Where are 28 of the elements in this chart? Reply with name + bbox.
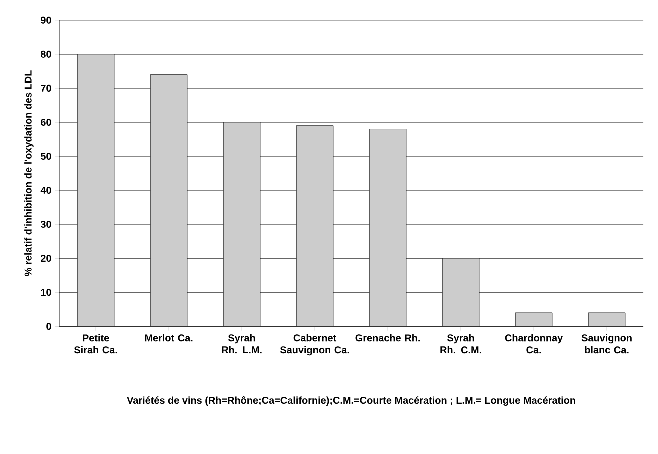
bar xyxy=(588,312,626,327)
bar xyxy=(296,126,334,327)
x-tick-label: Chardonnay Ca. xyxy=(505,334,564,354)
bar xyxy=(150,74,188,327)
x-tick-label: Grenache Rh. xyxy=(356,334,420,342)
x-tick-label: Merlot Ca. xyxy=(145,334,193,342)
bar xyxy=(369,128,407,327)
bar xyxy=(515,312,553,327)
x-tick-label: Syrah Rh. L.M. xyxy=(222,334,262,354)
x-axis-title: Variétés de vins (Rh=Rhône;Ca=Californie);C.M.=Courte Macération ; L.M.= Longue Macération xyxy=(127,396,576,406)
x-tick-label: Cabernet Sauvignon Ca. xyxy=(280,334,350,356)
y-tick-label: 70 xyxy=(41,84,52,92)
bar xyxy=(77,54,115,327)
y-tick-label: 40 xyxy=(40,186,52,194)
y-tick-label: 0 xyxy=(46,322,52,330)
y-tick-label: 90 xyxy=(41,16,52,24)
y-axis-title: % relatif d'inhibition de l'oxydation des LDL xyxy=(24,70,34,276)
x-tick-label: Sauvignon blanc Ca. xyxy=(582,334,632,354)
y-tick-label: 50 xyxy=(41,152,52,160)
y-tick-label: 80 xyxy=(41,50,52,58)
bar xyxy=(223,122,261,327)
bar xyxy=(442,258,480,327)
x-tick-label: Syrah Rh. C.M. xyxy=(440,334,482,354)
y-tick-label: 60 xyxy=(41,118,52,126)
x-tick-label: Petite Sirah Ca. xyxy=(74,334,118,354)
y-tick-label: 30 xyxy=(40,220,52,228)
y-tick-label: 20 xyxy=(41,254,52,262)
y-tick-label: 10 xyxy=(41,288,52,296)
